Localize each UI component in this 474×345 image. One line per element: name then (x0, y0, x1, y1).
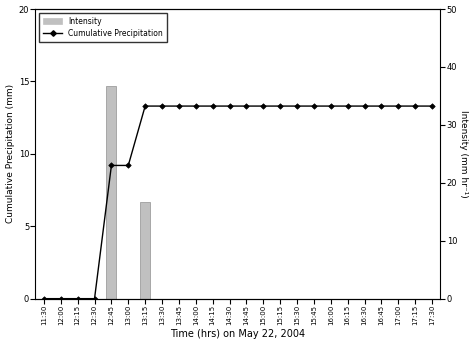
X-axis label: Time (hrs) on May 22, 2004: Time (hrs) on May 22, 2004 (170, 329, 306, 339)
Legend: Intensity, Cumulative Precipitation: Intensity, Cumulative Precipitation (39, 13, 167, 41)
Bar (140, 201, 150, 299)
Y-axis label: Cumulative Precipitation (mm): Cumulative Precipitation (mm) (6, 84, 15, 224)
Bar (106, 86, 117, 299)
Y-axis label: Intensity (mm hr⁻¹): Intensity (mm hr⁻¹) (459, 110, 468, 198)
